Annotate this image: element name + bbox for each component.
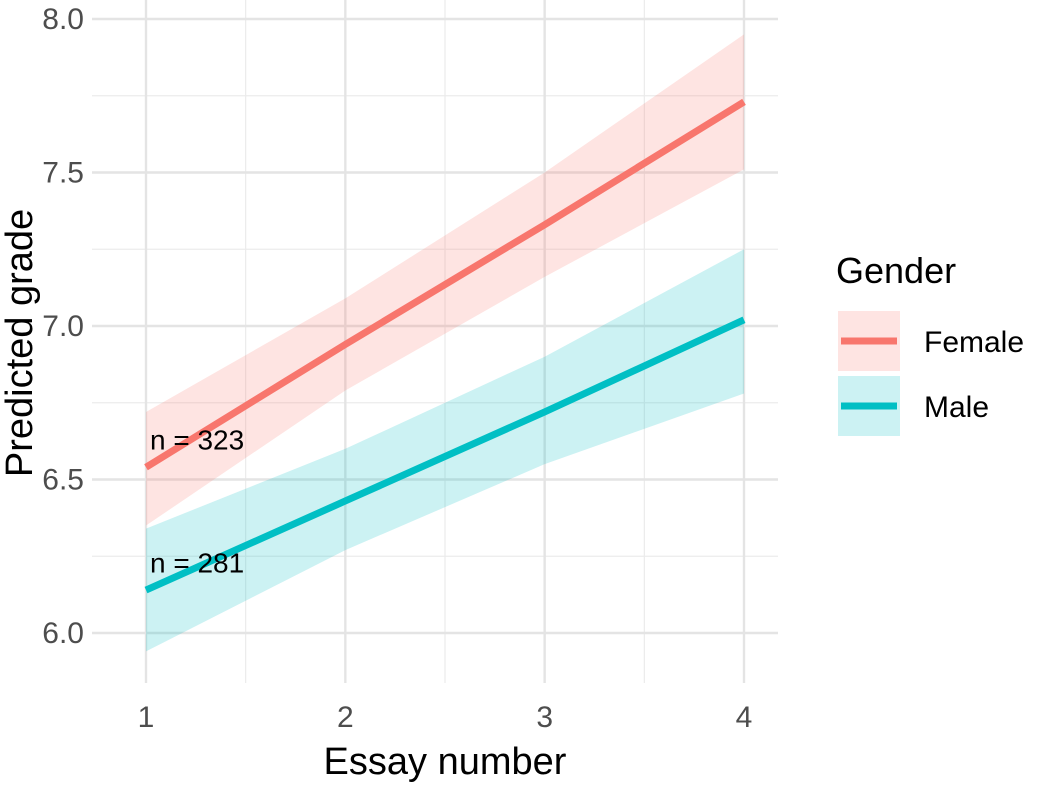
confidence-band-male: [146, 249, 744, 652]
series-line-female: [144, 98, 746, 471]
confidence-band-female: [146, 34, 744, 526]
y-tick-label: 8.0: [42, 3, 84, 36]
series-lines: [144, 98, 746, 594]
legend-label-male: Male: [924, 391, 989, 424]
tick-labels: 6.0 6.5 7.0 7.5 8.0 1 2 3 4: [42, 3, 752, 734]
series-line-male: [144, 316, 746, 594]
annotation-label: n = 281: [150, 547, 244, 578]
x-tick-label: 1: [138, 701, 155, 734]
confidence-bands: [146, 34, 744, 652]
x-tick-label: 2: [337, 701, 354, 734]
y-axis-title: Predicted grade: [0, 209, 41, 477]
x-axis-title: Essay number: [324, 741, 567, 783]
annotation-label: n = 323: [150, 425, 244, 456]
legend-title: Gender: [836, 250, 956, 291]
annotations: n = 323 n = 281: [150, 425, 244, 579]
y-tick-label: 7.5: [42, 157, 84, 190]
y-tick-label: 7.0: [42, 310, 84, 343]
legend-label-female: Female: [924, 326, 1024, 359]
y-tick-label: 6.0: [42, 617, 84, 650]
x-tick-label: 3: [536, 701, 553, 734]
x-tick-label: 4: [736, 701, 753, 734]
legend: Gender Female Male: [836, 250, 1024, 436]
y-tick-label: 6.5: [42, 464, 84, 497]
